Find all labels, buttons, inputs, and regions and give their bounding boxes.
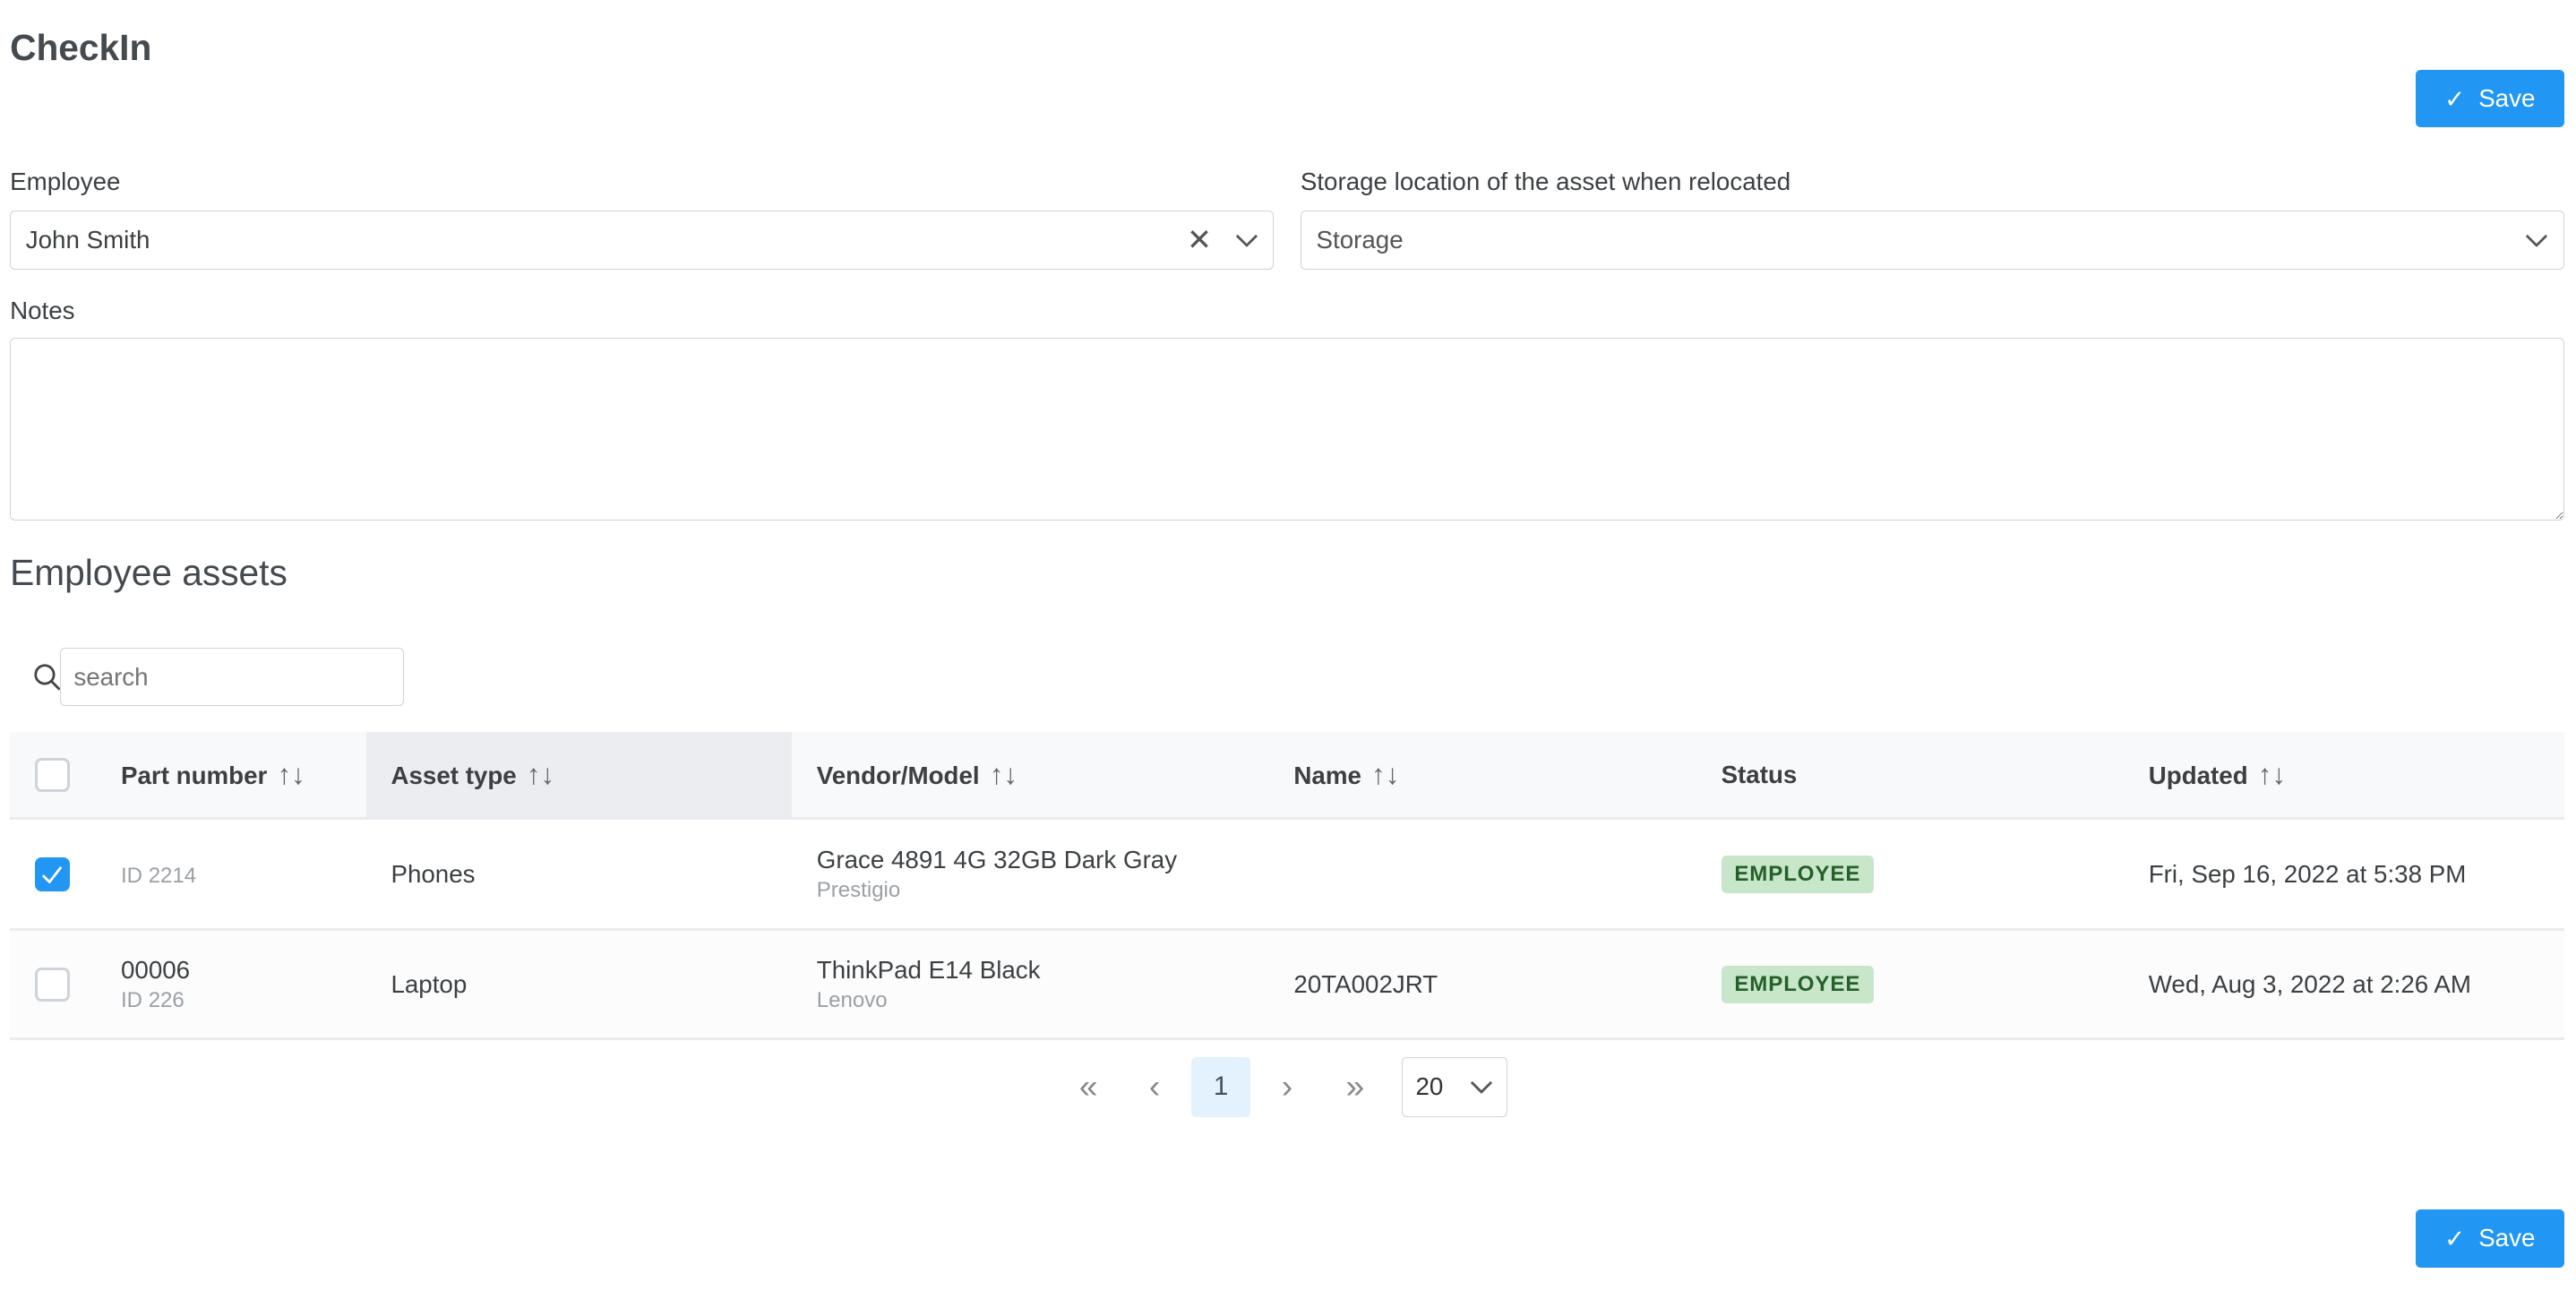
save-label: Save — [2478, 84, 2536, 113]
sort-icon[interactable]: ↑↓ — [989, 758, 1018, 790]
clear-icon[interactable]: ✕ — [1186, 224, 1212, 258]
asset-id: ID 2214 — [120, 863, 197, 888]
assets-table: Part number ↑↓ Asset type ↑↓ Vendor/Model ↑… — [10, 732, 2565, 1041]
storage-value: Storage — [1316, 226, 1404, 254]
save-button-bottom[interactable]: ✓ Save — [2415, 1209, 2565, 1268]
asset-id: ID 226 — [120, 987, 185, 1012]
sort-icon[interactable]: ↑↓ — [1371, 758, 1400, 790]
employee-select[interactable]: John Smith ✕ — [10, 210, 1275, 271]
page-1-button[interactable]: 1 — [1190, 1056, 1251, 1117]
storage-select[interactable]: Storage — [1300, 210, 2564, 271]
chevron-down-icon[interactable] — [1235, 226, 1258, 254]
col-name[interactable]: Name ↑↓ — [1293, 758, 1400, 790]
vendor: Lenovo — [816, 987, 888, 1012]
asset-name — [1269, 820, 1696, 928]
vendor: Prestigio — [816, 877, 901, 902]
part-number: 00006 — [120, 956, 191, 985]
search-input[interactable] — [59, 648, 405, 706]
save-button-top[interactable]: ✓ Save — [2415, 69, 2565, 128]
prev-page-button[interactable]: ‹ — [1148, 1068, 1161, 1106]
select-all-checkbox[interactable] — [34, 757, 70, 793]
table-row[interactable]: ID 2214 Phones Grace 4891 4G 32GB Dark G… — [10, 820, 2565, 932]
asset-name: 20TA002JRT — [1293, 969, 1438, 998]
page-size-value: 20 — [1415, 1072, 1444, 1101]
status-badge: EMPLOYEE — [1721, 965, 1875, 1004]
last-page-button[interactable]: » — [1345, 1068, 1365, 1106]
sort-icon[interactable]: ↑↓ — [526, 758, 555, 790]
table-row[interactable]: 00006 ID 226 Laptop ThinkPad E14 Black Len… — [10, 931, 2565, 1041]
employee-value: John Smith — [25, 226, 150, 254]
employee-label: Employee — [10, 167, 121, 195]
check-icon: ✓ — [2444, 84, 2466, 113]
col-asset-type[interactable]: Asset type ↑↓ — [365, 732, 793, 818]
notes-textarea[interactable] — [10, 338, 2565, 521]
search-icon — [33, 663, 61, 697]
col-vendor-model[interactable]: Vendor/Model ↑↓ — [816, 758, 1018, 790]
notes-label: Notes — [10, 297, 75, 325]
table-header: Part number ↑↓ Asset type ↑↓ Vendor/Model ↑… — [10, 732, 2565, 821]
assets-title: Employee assets — [10, 551, 288, 593]
page-title: CheckIn — [10, 26, 152, 68]
first-page-button[interactable]: « — [1078, 1068, 1098, 1106]
status-badge: EMPLOYEE — [1721, 855, 1875, 894]
page-size-select[interactable]: 20 — [1401, 1056, 1508, 1117]
sort-icon[interactable]: ↑↓ — [277, 758, 305, 790]
asset-type: Phones — [391, 859, 476, 888]
row-checkbox[interactable] — [34, 856, 70, 892]
next-page-button[interactable]: › — [1281, 1068, 1293, 1106]
model: Grace 4891 4G 32GB Dark Gray — [816, 846, 1178, 874]
col-part-number[interactable]: Part number ↑↓ — [120, 758, 305, 790]
col-status: Status — [1721, 760, 1798, 788]
check-icon: ✓ — [2444, 1224, 2466, 1252]
save-label: Save — [2478, 1224, 2536, 1252]
sort-icon[interactable]: ↑↓ — [2257, 758, 2287, 790]
updated: Fri, Sep 16, 2022 at 5:38 PM — [2148, 859, 2467, 888]
chevron-down-icon — [1470, 1072, 1493, 1101]
col-updated[interactable]: Updated ↑↓ — [2148, 758, 2287, 790]
model: ThinkPad E14 Black — [816, 956, 1041, 985]
chevron-down-icon[interactable] — [2525, 226, 2548, 254]
updated: Wed, Aug 3, 2022 at 2:26 AM — [2148, 969, 2472, 998]
asset-type: Laptop — [391, 969, 468, 998]
storage-label: Storage location of the asset when reloc… — [1300, 167, 1791, 195]
row-checkbox[interactable] — [34, 967, 70, 1003]
